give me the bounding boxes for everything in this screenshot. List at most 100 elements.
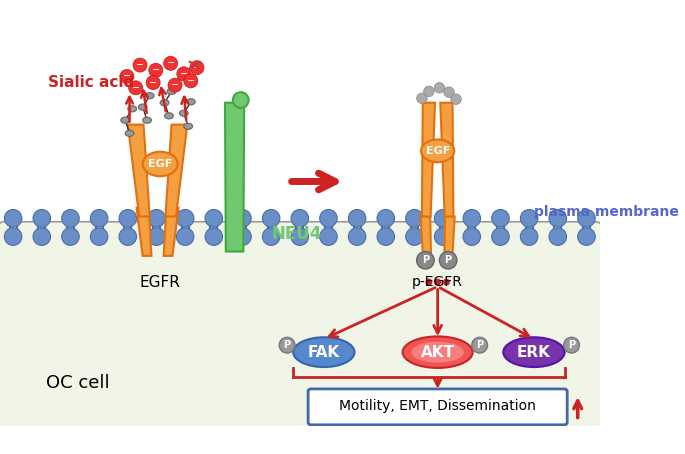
Circle shape [434, 209, 452, 227]
Circle shape [443, 279, 450, 286]
Circle shape [492, 209, 509, 227]
Circle shape [320, 209, 337, 227]
Circle shape [149, 63, 163, 77]
Circle shape [434, 83, 445, 93]
Ellipse shape [142, 152, 177, 176]
Text: −: − [149, 78, 158, 88]
Circle shape [262, 228, 280, 245]
Ellipse shape [421, 139, 454, 162]
Polygon shape [225, 103, 245, 252]
Ellipse shape [233, 92, 249, 108]
Circle shape [291, 209, 308, 227]
Circle shape [451, 94, 461, 104]
FancyBboxPatch shape [308, 389, 567, 425]
Text: P: P [476, 340, 483, 350]
Circle shape [349, 228, 366, 245]
Circle shape [119, 228, 136, 245]
Circle shape [205, 209, 223, 227]
Circle shape [425, 279, 432, 286]
Text: p-EGFR: p-EGFR [412, 275, 463, 289]
Ellipse shape [160, 99, 169, 106]
Ellipse shape [121, 117, 129, 123]
Circle shape [423, 86, 434, 97]
Circle shape [279, 337, 295, 353]
Circle shape [472, 337, 488, 353]
Ellipse shape [142, 117, 151, 123]
Text: NEU4: NEU4 [271, 225, 322, 243]
Circle shape [146, 75, 160, 89]
Circle shape [90, 228, 108, 245]
Circle shape [564, 337, 580, 353]
Circle shape [33, 228, 51, 245]
Circle shape [521, 228, 538, 245]
Circle shape [234, 209, 251, 227]
Circle shape [4, 209, 22, 227]
Polygon shape [164, 208, 179, 256]
Text: −: − [193, 63, 201, 73]
Polygon shape [422, 103, 435, 217]
Polygon shape [440, 103, 453, 217]
Circle shape [148, 228, 165, 245]
Circle shape [164, 56, 177, 70]
Circle shape [4, 228, 22, 245]
Ellipse shape [503, 337, 564, 367]
Circle shape [463, 228, 481, 245]
Circle shape [176, 228, 194, 245]
Circle shape [133, 58, 147, 72]
Circle shape [177, 67, 191, 81]
Circle shape [549, 209, 566, 227]
Circle shape [521, 209, 538, 227]
Circle shape [33, 209, 51, 227]
Ellipse shape [293, 337, 355, 367]
Polygon shape [444, 217, 455, 260]
Ellipse shape [145, 93, 154, 99]
Ellipse shape [412, 342, 464, 363]
Circle shape [577, 209, 595, 227]
Text: OC cell: OC cell [45, 374, 109, 392]
Text: Sialic acid: Sialic acid [48, 75, 134, 90]
Ellipse shape [186, 99, 195, 105]
Circle shape [62, 228, 79, 245]
Text: −: − [171, 80, 179, 90]
Circle shape [119, 209, 136, 227]
Ellipse shape [128, 106, 136, 112]
FancyBboxPatch shape [0, 222, 602, 428]
Text: EGF: EGF [425, 146, 450, 156]
Text: −: − [152, 65, 160, 75]
Text: −: − [179, 69, 188, 79]
Circle shape [434, 228, 452, 245]
Text: −: − [123, 71, 131, 81]
Circle shape [90, 209, 108, 227]
Text: FAK: FAK [308, 345, 340, 360]
Text: −: − [132, 83, 140, 93]
Text: −: − [187, 76, 195, 86]
Ellipse shape [167, 88, 176, 94]
Polygon shape [136, 208, 151, 256]
Text: −: − [136, 60, 144, 70]
Circle shape [377, 209, 395, 227]
Text: Motility, EMT, Dissemination: Motility, EMT, Dissemination [339, 400, 536, 414]
Text: P: P [445, 255, 451, 265]
Ellipse shape [403, 336, 473, 368]
Circle shape [262, 209, 280, 227]
Circle shape [377, 228, 395, 245]
Circle shape [234, 228, 251, 245]
Text: plasma membrane: plasma membrane [534, 205, 679, 219]
Text: EGFR: EGFR [140, 275, 181, 290]
Circle shape [184, 74, 198, 88]
Circle shape [416, 252, 434, 269]
Circle shape [291, 228, 308, 245]
Circle shape [406, 209, 423, 227]
Circle shape [416, 93, 427, 104]
Text: P: P [284, 340, 290, 350]
Text: P: P [422, 255, 429, 265]
Circle shape [577, 228, 595, 245]
Circle shape [439, 252, 457, 269]
Circle shape [549, 228, 566, 245]
Circle shape [320, 228, 337, 245]
Polygon shape [166, 124, 187, 217]
Circle shape [148, 209, 165, 227]
Circle shape [492, 228, 509, 245]
Circle shape [190, 61, 204, 75]
Circle shape [176, 209, 194, 227]
